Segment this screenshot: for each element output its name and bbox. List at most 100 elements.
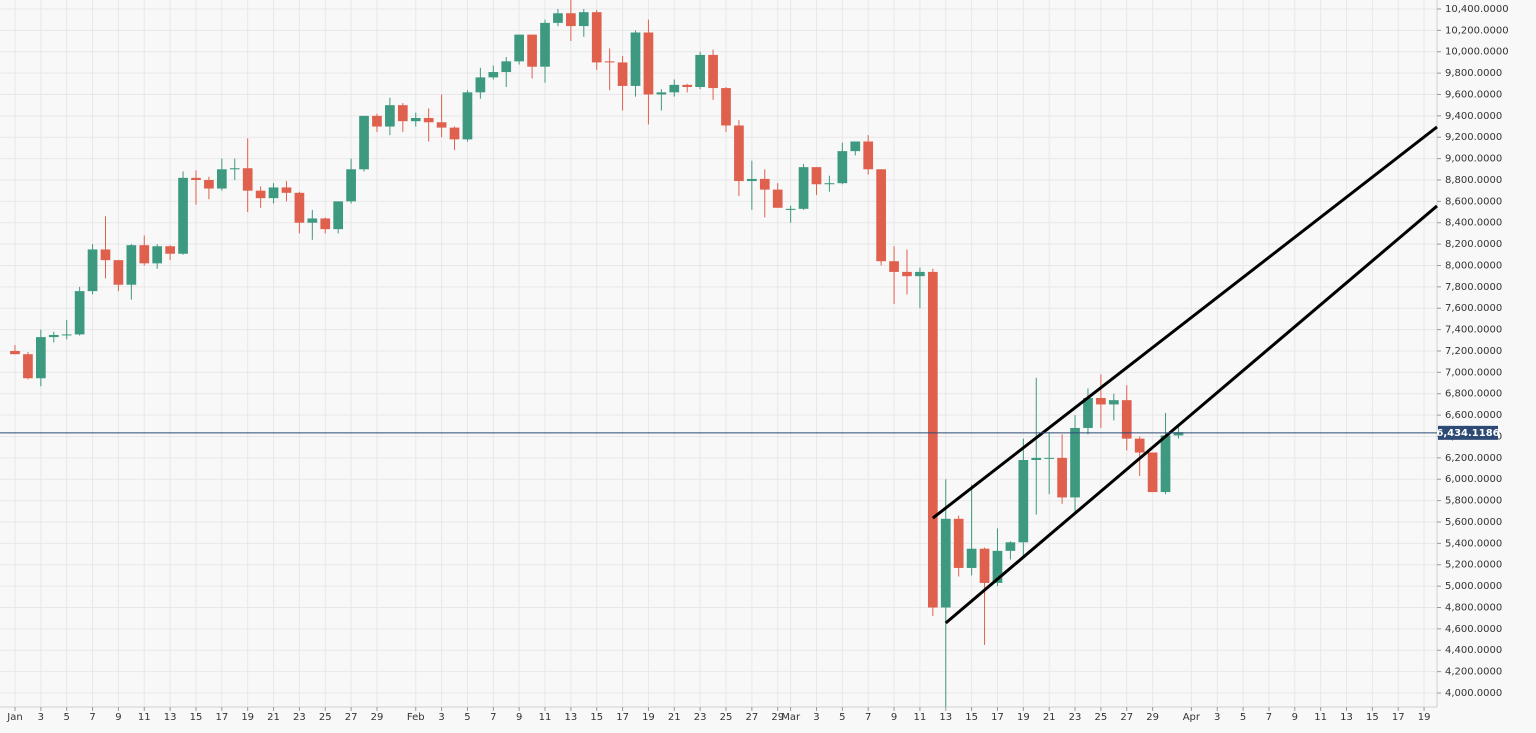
candle-body [320, 218, 331, 230]
candle-body [191, 177, 201, 180]
candle-body [811, 167, 822, 185]
candle-body [36, 337, 46, 379]
candle-body [436, 122, 447, 128]
y-tick-label: 9,400.0000 [1445, 111, 1502, 122]
candle-body [656, 92, 667, 95]
x-tick-label: 15 [965, 712, 978, 723]
y-tick-label: 6,800.0000 [1445, 389, 1502, 400]
candle-body [837, 151, 848, 184]
candle-body [410, 117, 421, 122]
candle-body [1018, 460, 1029, 543]
x-tick-label: 5 [1240, 712, 1246, 723]
y-tick-label: 8,000.0000 [1445, 260, 1502, 271]
x-tick-label: Apr [1183, 712, 1201, 723]
y-tick-label: 6,000.0000 [1445, 474, 1502, 485]
candle-body [462, 92, 473, 140]
candle-body [216, 169, 227, 189]
candle-body [643, 32, 654, 95]
x-tick-label: 15 [590, 712, 603, 723]
candle-body [372, 115, 382, 127]
x-tick-label: 13 [164, 712, 177, 723]
y-tick-label: 10,000.0000 [1445, 47, 1509, 58]
candle-body [953, 518, 964, 568]
candle-body [604, 61, 615, 63]
x-tick-label: 27 [345, 712, 358, 723]
y-tick-label: 7,600.0000 [1445, 303, 1502, 314]
candle-body [385, 105, 395, 127]
x-tick-label: 3 [438, 712, 444, 723]
candle-body [1057, 457, 1067, 498]
x-tick-label: 7 [865, 712, 871, 723]
candle-body [682, 84, 693, 87]
candle-body [966, 548, 977, 568]
candle-body [61, 334, 72, 336]
y-tick-label: 5,800.0000 [1445, 496, 1502, 507]
x-tick-label: 17 [1392, 712, 1405, 723]
candle-body [1147, 452, 1158, 493]
x-tick-label: 15 [190, 712, 203, 723]
candle-body [204, 179, 214, 189]
x-tick-label: 19 [241, 712, 254, 723]
candle-body [798, 167, 809, 209]
y-tick-label: 4,000.0000 [1445, 688, 1502, 699]
candle-body [48, 334, 59, 338]
candle-body [178, 177, 188, 254]
y-tick-label: 9,800.0000 [1445, 68, 1502, 79]
candle-body [165, 246, 175, 254]
x-tick-label: 11 [539, 712, 552, 723]
candle-body [630, 32, 641, 86]
x-tick-label: 5 [839, 712, 845, 723]
price-label: 6,434.1186 [1436, 428, 1499, 439]
candle-body [23, 354, 33, 379]
candle-body [242, 168, 253, 191]
x-tick-label: 25 [720, 712, 733, 723]
x-tick-label: 17 [215, 712, 228, 723]
candle-body [927, 271, 938, 608]
x-tick-label: 23 [1069, 712, 1082, 723]
y-tick-label: 4,800.0000 [1445, 602, 1502, 613]
candle-body [591, 12, 602, 63]
x-tick-label: 3 [1214, 712, 1220, 723]
x-tick-label: 9 [115, 712, 121, 723]
candle-body [915, 271, 925, 277]
y-tick-label: 5,400.0000 [1445, 538, 1502, 549]
y-tick-label: 9,200.0000 [1445, 132, 1502, 143]
y-tick-label: 4,200.0000 [1445, 667, 1502, 678]
candle-body [152, 246, 163, 264]
candle-body [824, 183, 835, 185]
candle-body [785, 208, 796, 210]
y-tick-label: 4,600.0000 [1445, 624, 1502, 635]
y-tick-label: 5,600.0000 [1445, 517, 1502, 528]
x-tick-label: 19 [642, 712, 655, 723]
candle-body [889, 261, 899, 272]
candle-body [772, 189, 783, 208]
x-tick-label: 25 [319, 712, 332, 723]
candle-body [863, 141, 874, 170]
candle-body [578, 12, 589, 27]
y-tick-label: 7,000.0000 [1445, 367, 1502, 378]
candle-body [514, 34, 525, 62]
x-tick-label: 5 [464, 712, 470, 723]
candle-body [294, 192, 305, 223]
x-tick-label: 9 [1292, 712, 1298, 723]
candle-body [1083, 398, 1093, 428]
candle-body [139, 245, 150, 264]
candle-body [708, 54, 718, 89]
y-tick-label: 8,600.0000 [1445, 196, 1502, 207]
candle-body [346, 169, 356, 202]
trend-line [931, 125, 1438, 520]
candle-body [255, 190, 266, 199]
candle-body [501, 61, 512, 73]
candle-body [1005, 542, 1016, 551]
x-tick-label: 29 [771, 712, 784, 723]
candle-body [566, 13, 576, 27]
candle-body [87, 249, 98, 292]
x-tick-label: 7 [89, 712, 95, 723]
y-tick-label: 10,200.0000 [1445, 25, 1509, 36]
x-tick-label: 7 [490, 712, 496, 723]
candle-body [449, 127, 460, 140]
x-tick-label: 11 [138, 712, 151, 723]
x-tick-label: 3 [38, 712, 44, 723]
y-tick-label: 8,200.0000 [1445, 239, 1502, 250]
candle-body [695, 54, 705, 87]
